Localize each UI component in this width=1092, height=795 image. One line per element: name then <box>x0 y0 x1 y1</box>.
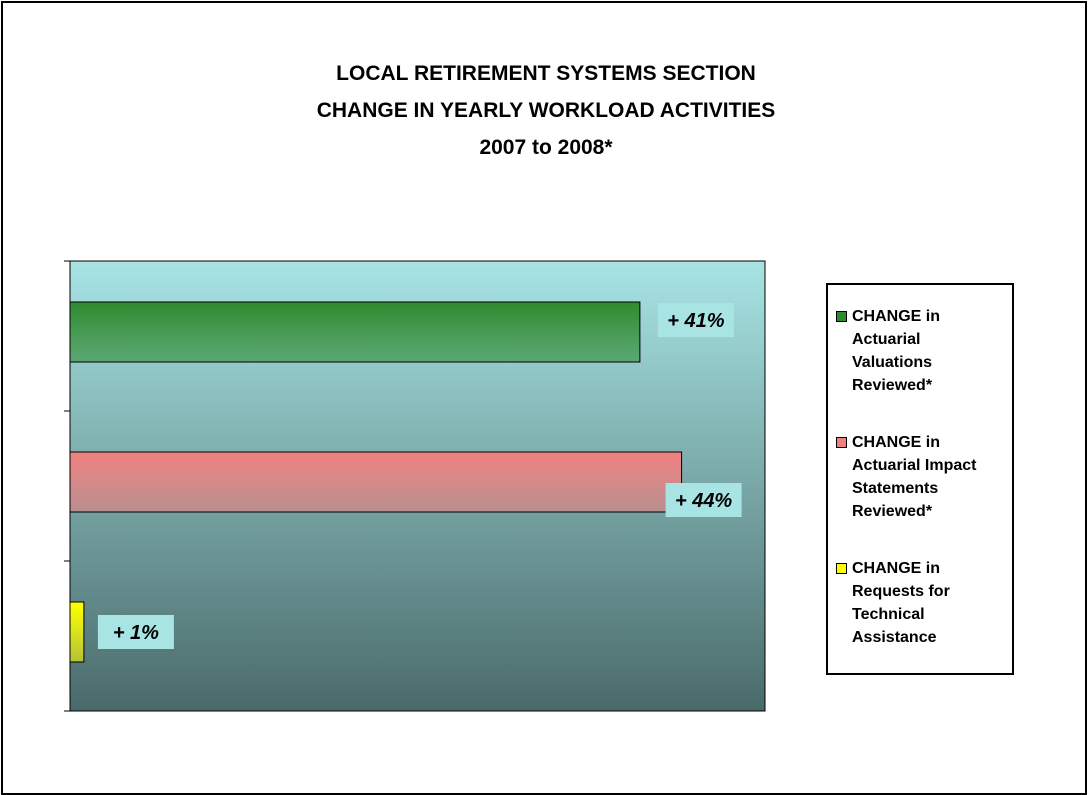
legend-label-line: Requests for <box>852 583 950 600</box>
legend-label-line: Actuarial Impact <box>852 457 977 474</box>
legend-label-line: CHANGE in <box>852 560 940 577</box>
data-label-box <box>657 303 734 337</box>
legend-swatch-impact-statements <box>836 437 847 448</box>
data-label: + 44% <box>675 490 732 512</box>
legend-swatch-valuations <box>836 311 847 322</box>
bar-1 <box>69 301 641 363</box>
legend: CHANGE in Actuarial Valuations Reviewed*… <box>826 283 1014 675</box>
data-label-box <box>97 615 174 649</box>
data-label: + 41% <box>667 310 724 332</box>
bar-2 <box>69 451 683 513</box>
chart-title-line-2: CHANGE IN YEARLY WORKLOAD ACTIVITIES <box>316 99 776 122</box>
legend-label-line: Actuarial <box>852 331 921 348</box>
data-label-box <box>665 483 742 517</box>
legend-swatch-technical-assistance <box>836 563 847 574</box>
legend-label-line: CHANGE in <box>852 434 940 451</box>
legend-label-line: Statements <box>852 480 939 497</box>
legend-label-line: Technical <box>852 606 925 623</box>
chart-title-line-1: LOCAL RETIREMENT SYSTEMS SECTION <box>336 62 756 85</box>
legend-label-line: Reviewed* <box>852 503 933 520</box>
data-label: + 1% <box>113 622 159 644</box>
legend-label-line: Assistance <box>852 629 937 646</box>
legend-label-line: CHANGE in <box>852 308 940 325</box>
legend-label-line: Reviewed* <box>852 377 933 394</box>
bar-3 <box>69 601 85 663</box>
legend-label-line: Valuations <box>852 354 933 371</box>
chart-title-line-3: 2007 to 2008* <box>479 136 613 159</box>
